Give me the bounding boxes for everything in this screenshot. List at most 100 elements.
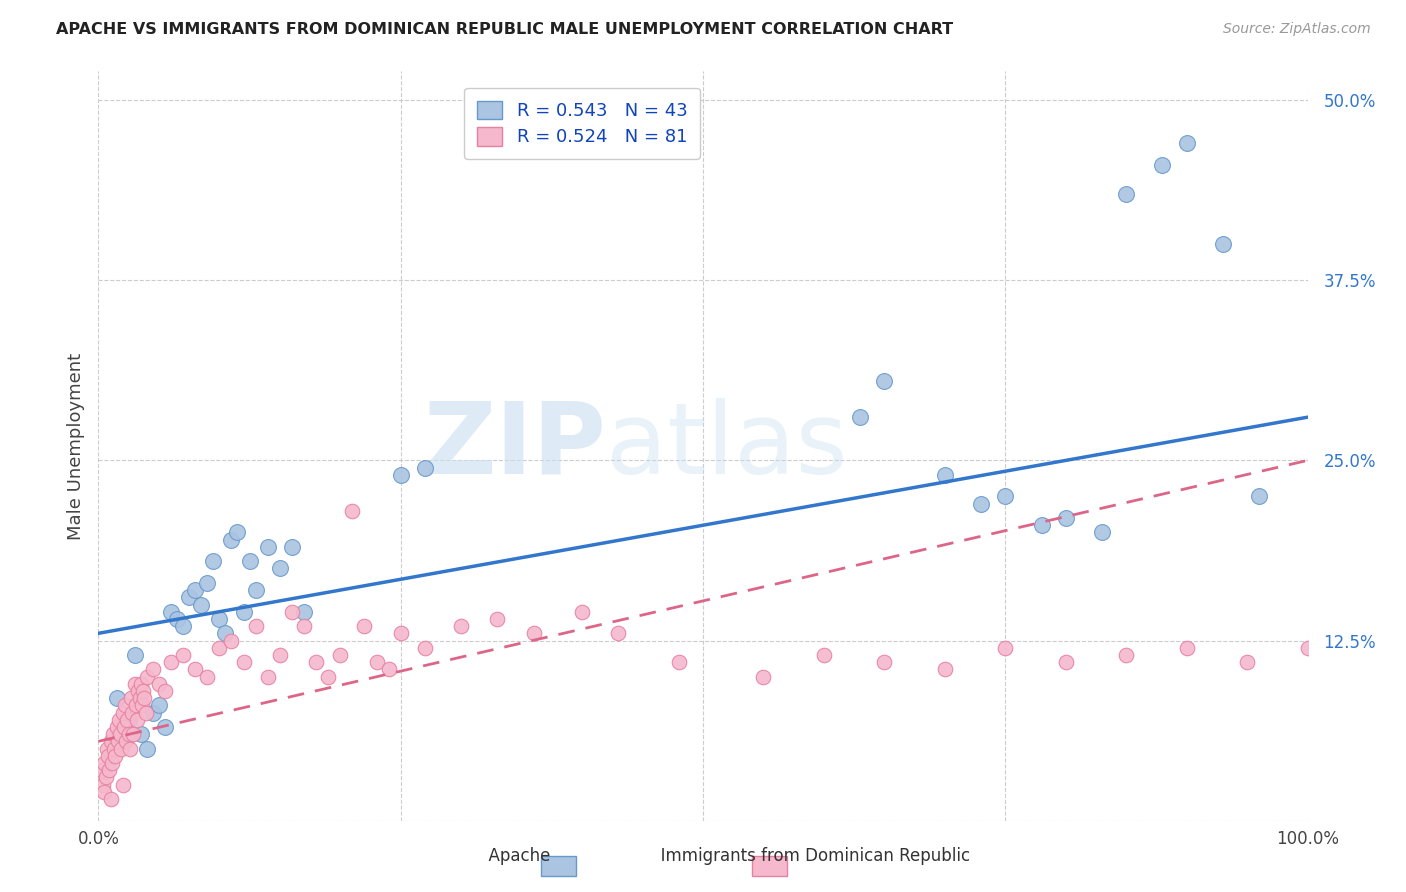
Point <box>342 504 364 518</box>
Point <box>256 669 278 683</box>
Point <box>934 662 956 676</box>
Point <box>129 727 152 741</box>
Point <box>160 605 183 619</box>
Point <box>118 713 141 727</box>
Point <box>179 591 201 605</box>
Point <box>93 785 115 799</box>
Legend: R = 0.543   N = 43, R = 0.524   N = 81: R = 0.543 N = 43, R = 0.524 N = 81 <box>464 88 700 159</box>
Point <box>208 640 231 655</box>
Point <box>1152 158 1174 172</box>
Text: APACHE VS IMMIGRANTS FROM DOMINICAN REPUBLIC MALE UNEMPLOYMENT CORRELATION CHART: APACHE VS IMMIGRANTS FROM DOMINICAN REPU… <box>56 22 953 37</box>
Point <box>1249 490 1271 504</box>
Point <box>221 633 243 648</box>
Point <box>571 605 593 619</box>
Point <box>389 626 412 640</box>
Point <box>103 741 125 756</box>
Point <box>127 713 149 727</box>
Point <box>202 554 225 568</box>
Point <box>100 792 122 806</box>
Point <box>94 771 117 785</box>
Point <box>366 655 388 669</box>
Point <box>1091 525 1114 540</box>
Point <box>111 734 134 748</box>
Point <box>873 374 896 388</box>
Point <box>148 677 170 691</box>
Point <box>1212 237 1234 252</box>
Point <box>232 655 254 669</box>
Point <box>292 605 315 619</box>
Point <box>450 619 472 633</box>
Point <box>994 640 1017 655</box>
Point <box>184 662 207 676</box>
Point <box>329 648 352 662</box>
Point <box>970 497 993 511</box>
Point <box>172 619 194 633</box>
Point <box>111 778 134 792</box>
Point <box>752 669 775 683</box>
Point <box>172 648 194 662</box>
Point <box>125 698 148 713</box>
Point <box>184 583 207 598</box>
Point <box>124 648 146 662</box>
Point <box>127 684 149 698</box>
Point <box>117 713 139 727</box>
Point <box>239 554 262 568</box>
Point <box>128 691 150 706</box>
Point <box>486 612 509 626</box>
Point <box>118 741 141 756</box>
Point <box>1175 136 1198 151</box>
Point <box>153 684 176 698</box>
Point <box>256 540 278 554</box>
Point <box>1236 655 1258 669</box>
Point <box>135 706 157 720</box>
Point <box>118 727 141 741</box>
Point <box>221 533 243 547</box>
Point <box>195 669 218 683</box>
Point <box>1115 648 1137 662</box>
Point <box>1031 518 1053 533</box>
Point <box>934 467 956 482</box>
Y-axis label: Male Unemployment: Male Unemployment <box>66 352 84 540</box>
Point <box>93 756 115 770</box>
Point <box>245 583 267 598</box>
Point <box>523 626 546 640</box>
Point <box>96 741 118 756</box>
Point <box>135 669 157 683</box>
Point <box>122 727 145 741</box>
Point <box>112 720 135 734</box>
Point <box>148 698 170 713</box>
Point <box>668 655 690 669</box>
Point <box>105 691 128 706</box>
Point <box>97 748 120 763</box>
Point <box>226 525 249 540</box>
Point <box>132 684 155 698</box>
Point <box>110 741 132 756</box>
Point <box>232 605 254 619</box>
Point <box>377 662 399 676</box>
Point <box>413 640 436 655</box>
Point <box>1054 655 1077 669</box>
Text: ZIP: ZIP <box>423 398 606 494</box>
Point <box>101 727 124 741</box>
Point <box>121 706 143 720</box>
Point <box>849 410 872 425</box>
Point <box>1175 640 1198 655</box>
Point <box>105 720 128 734</box>
Point <box>120 691 142 706</box>
Point <box>100 756 122 770</box>
Point <box>245 619 267 633</box>
Point <box>269 561 291 575</box>
Point <box>135 741 157 756</box>
Point <box>166 612 188 626</box>
Point <box>91 763 114 777</box>
Point <box>281 540 304 554</box>
Point <box>208 612 231 626</box>
Point <box>1054 511 1077 525</box>
Point <box>142 706 165 720</box>
Point <box>281 605 304 619</box>
Point <box>108 713 131 727</box>
Point <box>107 734 129 748</box>
Point <box>98 763 121 777</box>
Point <box>316 669 339 683</box>
Point <box>389 467 412 482</box>
